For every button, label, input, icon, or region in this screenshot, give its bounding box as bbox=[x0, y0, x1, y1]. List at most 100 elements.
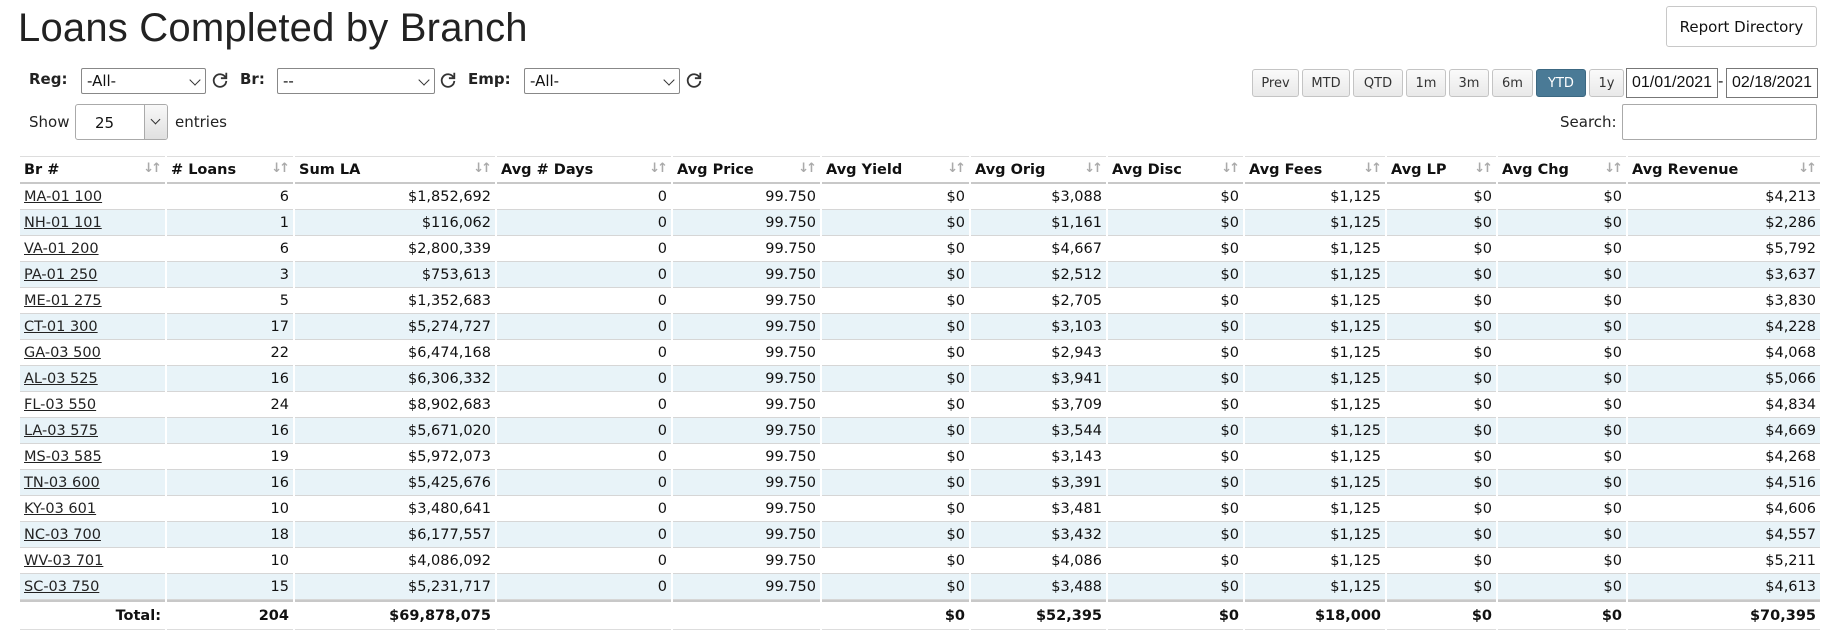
table-cell: $4,834 bbox=[1628, 392, 1820, 418]
table-cell: $0 bbox=[822, 470, 969, 496]
period-1m-button[interactable]: 1m bbox=[1406, 69, 1446, 97]
table-cell: $0 bbox=[822, 574, 969, 600]
table-cell: $3,088 bbox=[971, 184, 1106, 210]
branch-link[interactable]: PA-01 250 bbox=[24, 266, 98, 283]
period-1y-button[interactable]: 1y bbox=[1589, 69, 1624, 97]
table-cell: $3,544 bbox=[971, 418, 1106, 444]
table-cell: 0 bbox=[497, 470, 671, 496]
branch-cell[interactable]: PA-01 250 bbox=[20, 262, 165, 288]
branch-link[interactable]: FL-03 550 bbox=[24, 396, 97, 413]
column-header[interactable]: Avg Disc ↓↑ bbox=[1108, 156, 1243, 184]
branch-link[interactable]: LA-03 575 bbox=[24, 422, 98, 439]
branch-cell[interactable]: SC-03 750 bbox=[20, 574, 165, 600]
period-ytd-button[interactable]: YTD bbox=[1536, 69, 1586, 97]
branch-cell[interactable]: VA-01 200 bbox=[20, 236, 165, 262]
column-header[interactable]: Avg Chg ↓↑ bbox=[1498, 156, 1626, 184]
table-cell: $3,709 bbox=[971, 392, 1106, 418]
branch-link[interactable]: GA-03 500 bbox=[24, 344, 101, 361]
period-6m-button[interactable]: 6m bbox=[1492, 69, 1533, 97]
period-qtd-button[interactable]: QTD bbox=[1353, 69, 1403, 97]
column-header-label: Avg Disc bbox=[1112, 161, 1182, 178]
branch-link[interactable]: AL-03 525 bbox=[24, 370, 98, 387]
branch-cell[interactable]: TN-03 600 bbox=[20, 470, 165, 496]
branch-link[interactable]: CT-01 300 bbox=[24, 318, 98, 335]
table-cell: $0 bbox=[1498, 236, 1626, 262]
table-cell: $3,480,641 bbox=[295, 496, 495, 522]
chevron-down-icon bbox=[663, 74, 675, 86]
refresh-icon[interactable] bbox=[685, 71, 703, 89]
branch-link[interactable]: SC-03 750 bbox=[24, 578, 100, 595]
branch-cell[interactable]: MA-01 100 bbox=[20, 184, 165, 210]
branch-cell[interactable]: NH-01 101 bbox=[20, 210, 165, 236]
emp-select[interactable]: -All- bbox=[524, 68, 680, 94]
branch-link[interactable]: ME-01 275 bbox=[24, 292, 102, 309]
branch-cell[interactable]: WV-03 701 bbox=[20, 548, 165, 574]
branch-cell[interactable]: LA-03 575 bbox=[20, 418, 165, 444]
branch-link[interactable]: KY-03 601 bbox=[24, 500, 97, 517]
branch-cell[interactable]: AL-03 525 bbox=[20, 366, 165, 392]
start-date-input[interactable] bbox=[1626, 68, 1718, 98]
column-header[interactable]: Avg # Days ↓↑ bbox=[497, 156, 671, 184]
end-date-input[interactable] bbox=[1726, 68, 1818, 98]
branch-link[interactable]: MA-01 100 bbox=[24, 188, 103, 205]
table-cell: $2,943 bbox=[971, 340, 1106, 366]
table-cell: $0 bbox=[822, 444, 969, 470]
entries-length-select[interactable]: 25 bbox=[75, 104, 168, 140]
branch-cell[interactable]: MS-03 585 bbox=[20, 444, 165, 470]
period-3m-button[interactable]: 3m bbox=[1449, 69, 1489, 97]
reg-label: Reg: bbox=[29, 70, 68, 88]
branch-link[interactable]: VA-01 200 bbox=[24, 240, 99, 257]
branch-cell[interactable]: FL-03 550 bbox=[20, 392, 165, 418]
table-cell: $0 bbox=[1498, 548, 1626, 574]
column-header[interactable]: Avg LP ↓↑ bbox=[1387, 156, 1496, 184]
column-header[interactable]: # Loans ↓↑ bbox=[167, 156, 293, 184]
branch-cell[interactable]: ME-01 275 bbox=[20, 288, 165, 314]
sort-icon: ↓↑ bbox=[1363, 161, 1382, 176]
table-cell: $0 bbox=[1498, 314, 1626, 340]
refresh-icon[interactable] bbox=[211, 71, 229, 89]
br-select[interactable]: -- bbox=[277, 68, 435, 94]
table-cell: 0 bbox=[497, 392, 671, 418]
report-directory-button[interactable]: Report Directory bbox=[1666, 6, 1817, 47]
table-cell: $0 bbox=[822, 522, 969, 548]
table-cell: $0 bbox=[1498, 262, 1626, 288]
sort-icon: ↓↑ bbox=[1221, 161, 1240, 176]
branch-link[interactable]: NH-01 101 bbox=[24, 214, 102, 231]
period-mtd-button[interactable]: MTD bbox=[1302, 69, 1350, 97]
branch-link[interactable]: WV-03 701 bbox=[24, 552, 104, 569]
refresh-icon[interactable] bbox=[439, 71, 457, 89]
total-cell bbox=[497, 600, 671, 630]
table-cell: 0 bbox=[497, 548, 671, 574]
column-header[interactable]: Avg Yield ↓↑ bbox=[822, 156, 969, 184]
branch-cell[interactable]: NC-03 700 bbox=[20, 522, 165, 548]
column-header[interactable]: Br # ↓↑ bbox=[20, 156, 165, 184]
table-cell: $0 bbox=[822, 288, 969, 314]
period-prev-button[interactable]: Prev bbox=[1252, 69, 1299, 97]
table-cell: $5,211 bbox=[1628, 548, 1820, 574]
branch-link[interactable]: MS-03 585 bbox=[24, 448, 102, 465]
table-cell: $0 bbox=[822, 314, 969, 340]
column-header[interactable]: Avg Price ↓↑ bbox=[673, 156, 820, 184]
table-row: GA-03 500 22 $6,474,168 0 99.750 $0 $2,943 $0 $1… bbox=[20, 340, 1820, 366]
column-header-label: Avg # Days bbox=[501, 161, 594, 178]
reg-select[interactable]: -All- bbox=[81, 68, 206, 94]
column-header[interactable]: Avg Revenue ↓↑ bbox=[1628, 156, 1820, 184]
table-cell: $0 bbox=[1387, 470, 1496, 496]
branch-cell[interactable]: GA-03 500 bbox=[20, 340, 165, 366]
table-cell: 99.750 bbox=[673, 340, 820, 366]
branch-cell[interactable]: CT-01 300 bbox=[20, 314, 165, 340]
table-cell: $2,705 bbox=[971, 288, 1106, 314]
column-header[interactable]: Avg Fees ↓↑ bbox=[1245, 156, 1385, 184]
column-header[interactable]: Avg Orig ↓↑ bbox=[971, 156, 1106, 184]
branch-link[interactable]: NC-03 700 bbox=[24, 526, 101, 543]
table-cell: $0 bbox=[822, 392, 969, 418]
table-cell: 99.750 bbox=[673, 392, 820, 418]
column-header[interactable]: Sum LA ↓↑ bbox=[295, 156, 495, 184]
table-cell: $0 bbox=[822, 418, 969, 444]
search-input[interactable] bbox=[1622, 104, 1817, 140]
total-cell: $0 bbox=[1387, 600, 1496, 630]
table-cell: $0 bbox=[822, 340, 969, 366]
branch-cell[interactable]: KY-03 601 bbox=[20, 496, 165, 522]
branch-link[interactable]: TN-03 600 bbox=[24, 474, 100, 491]
table-cell: 0 bbox=[497, 444, 671, 470]
